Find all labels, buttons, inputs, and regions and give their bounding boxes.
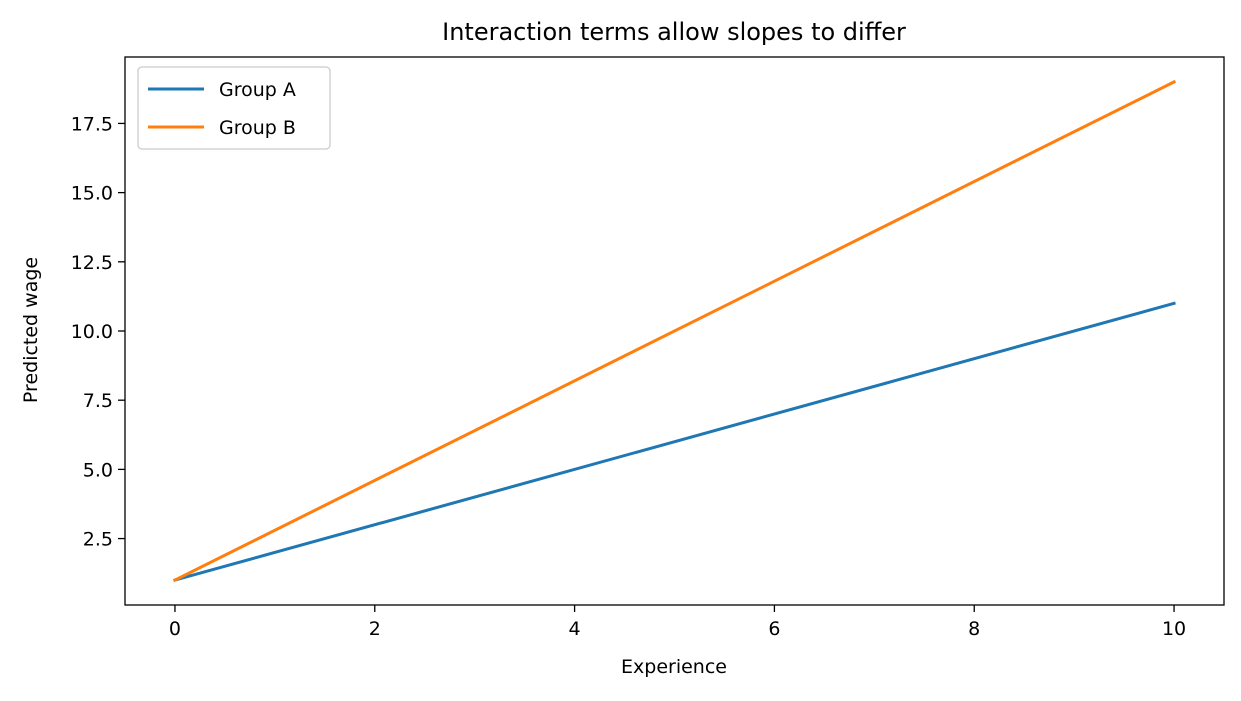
chart-title: Interaction terms allow slopes to differ [442, 18, 906, 46]
y-tick-label: 12.5 [71, 252, 113, 274]
legend-label-2: Group B [219, 117, 296, 139]
x-tick-label: 2 [369, 618, 381, 640]
x-tick-label: 4 [569, 618, 581, 640]
series-line-2 [172, 79, 1177, 583]
legend-label-1: Group A [219, 79, 296, 101]
y-axis-label: Predicted wage [20, 257, 42, 403]
y-tick-label: 2.5 [83, 529, 113, 551]
x-tick-label: 0 [169, 618, 181, 640]
y-tick-label: 15.0 [71, 183, 113, 205]
y-tick-label: 5.0 [83, 459, 113, 481]
x-tick-label: 10 [1162, 618, 1186, 640]
x-axis-label: Experience [621, 656, 727, 678]
series-line-1 [173, 301, 1176, 582]
x-tick-label: 8 [968, 618, 980, 640]
legend: Group A Group B [137, 66, 331, 150]
x-tick-label: 6 [768, 618, 780, 640]
plot-area: 0 2 4 6 8 10 2.5 5.0 7.5 10.0 12.5 15.0 17.5 [71, 56, 1225, 640]
y-tick-label: 7.5 [83, 390, 113, 412]
y-tick-label: 10.0 [71, 321, 113, 343]
y-tick-label: 17.5 [71, 113, 113, 135]
